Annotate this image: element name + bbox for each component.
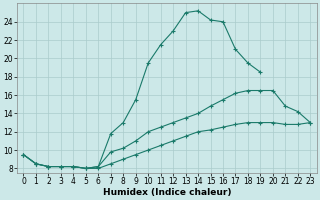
X-axis label: Humidex (Indice chaleur): Humidex (Indice chaleur) xyxy=(103,188,231,197)
